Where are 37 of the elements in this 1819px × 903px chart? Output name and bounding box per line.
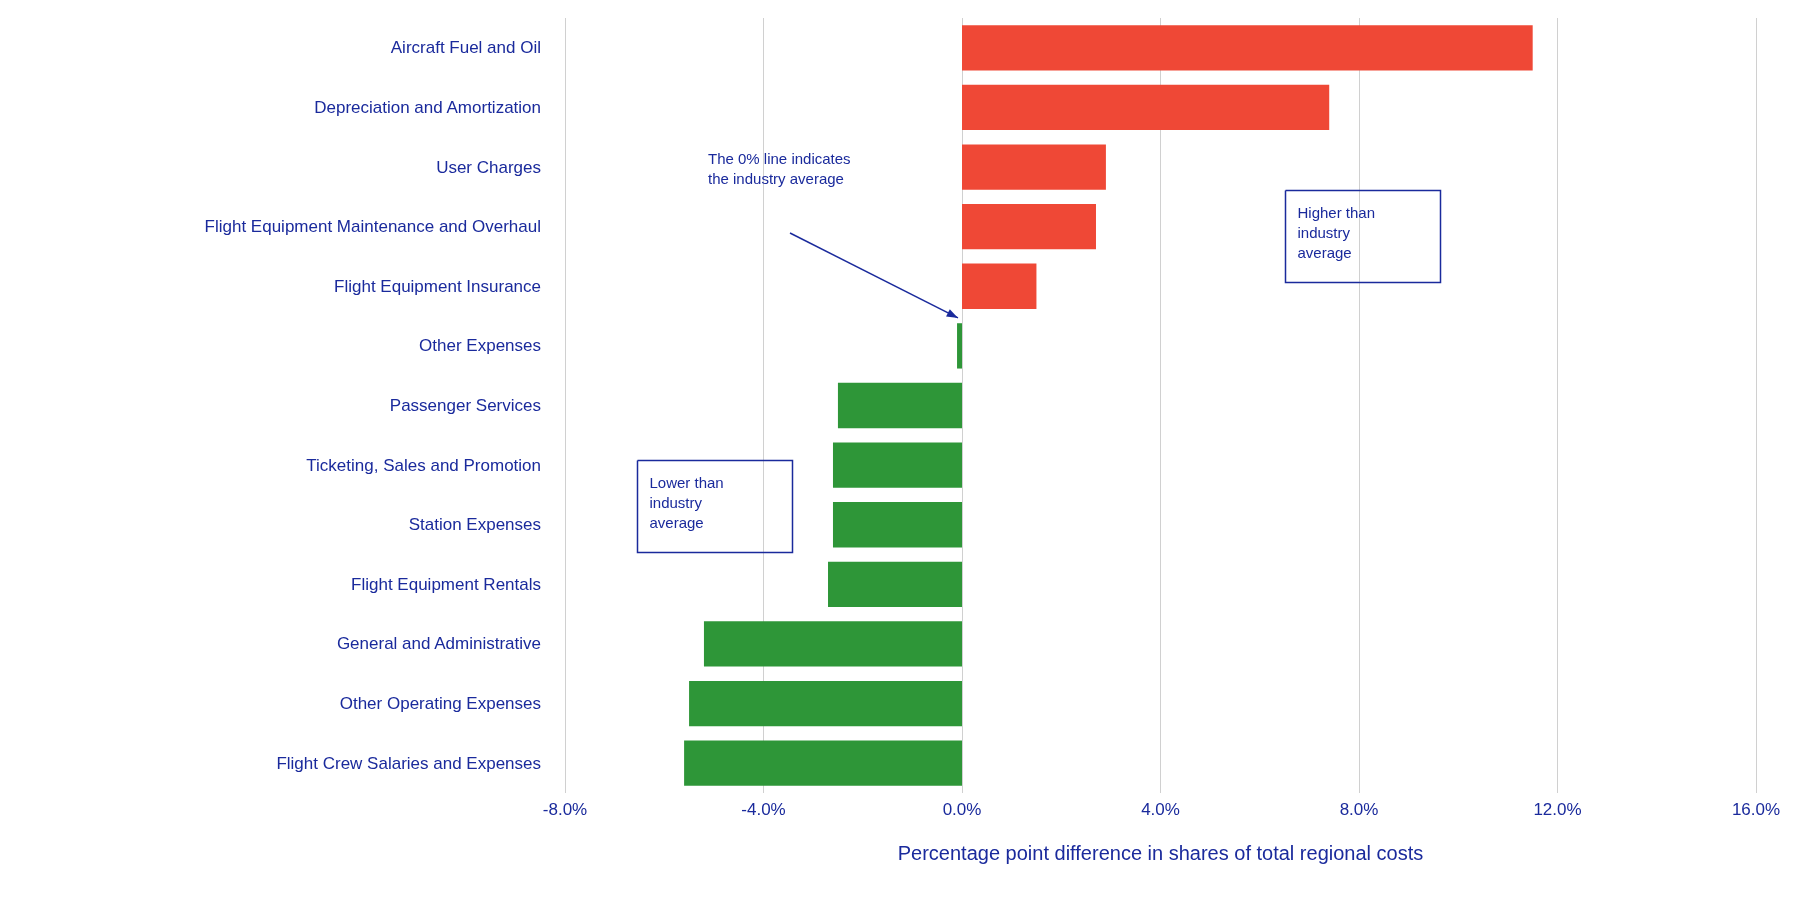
bar [832, 442, 962, 488]
x-tick-label: -8.0% [542, 800, 588, 819]
bar [957, 323, 962, 369]
bar [837, 382, 962, 429]
y-tick-label: Station Expenses [408, 515, 541, 535]
bar [962, 84, 1330, 131]
y-tick-label: Other Expenses [419, 336, 541, 356]
bar [832, 502, 962, 548]
bar [689, 680, 962, 727]
bar [962, 25, 1533, 71]
y-tick-label: User Charges [436, 157, 541, 177]
y-tick-label: Depreciation and Amortization [314, 97, 541, 117]
x-tick-label: 16.0% [1731, 800, 1781, 819]
bar [703, 621, 962, 667]
y-tick-label: Flight Crew Salaries and Expenses [276, 753, 541, 773]
annotation: The 0% line indicates the industry average [708, 149, 855, 187]
bar [962, 144, 1106, 190]
y-tick-label: Passenger Services [389, 396, 541, 415]
y-tick-label: Ticketing, Sales and Promotion [306, 455, 541, 475]
x-tick-label: 12.0% [1533, 800, 1582, 819]
y-tick-label: Aircraft Fuel and Oil [390, 38, 541, 58]
y-tick-label: Flight Equipment Insurance [334, 276, 541, 296]
x-tick-label: -4.0% [741, 800, 786, 819]
x-tick-label: 8.0% [1339, 800, 1379, 819]
annotation: Lower than industry average [649, 474, 728, 531]
bar [684, 740, 962, 786]
annotation: Higher than industry average [1297, 204, 1380, 261]
x-tick-label: 4.0% [1141, 800, 1180, 819]
x-axis-title: Percentage point difference in shares of total regional costs [897, 842, 1424, 864]
y-tick-label: Other Operating Expenses [339, 694, 541, 714]
x-tick-label: 0.0% [942, 800, 982, 819]
bar [962, 263, 1037, 309]
bar [828, 561, 962, 607]
y-tick-label: General and Administrative [336, 634, 541, 654]
bar [962, 204, 1096, 250]
y-tick-label: Flight Equipment Maintenance and Overhaul [204, 217, 541, 237]
y-tick-label: Flight Equipment Rentals [351, 574, 541, 594]
